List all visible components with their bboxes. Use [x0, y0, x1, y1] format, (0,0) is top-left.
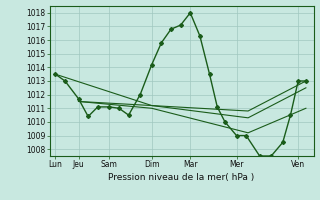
X-axis label: Pression niveau de la mer( hPa ): Pression niveau de la mer( hPa ) — [108, 173, 255, 182]
